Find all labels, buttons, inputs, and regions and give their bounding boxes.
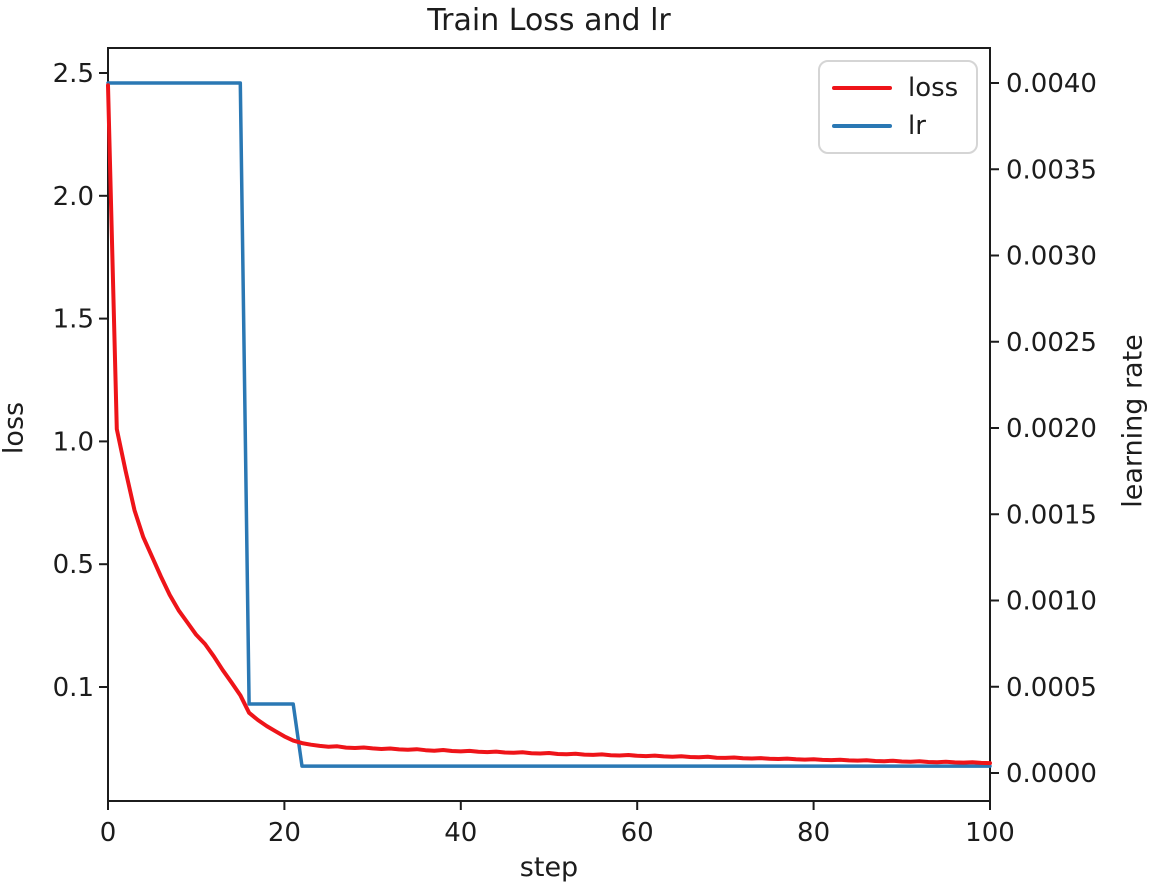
right-y-tick-label: 0.0010 [1006,587,1097,617]
right-y-tick-label: 0.0035 [1006,155,1097,185]
right-y-tick-label: 0.0030 [1006,242,1097,272]
axis-spines [107,47,991,802]
lr-line [106,81,992,768]
left-y-tick-label: 2.0 [53,182,94,212]
right-y-tick-label: 0.0025 [1006,328,1097,358]
loss-line [106,83,992,766]
loss-line-swatch [832,85,892,90]
x-tick-label: 20 [268,818,301,848]
left-y-tick-label: 1.0 [53,427,94,457]
legend-label-loss: loss [908,72,959,103]
legend: loss lr [818,60,978,154]
x-tick-label: 0 [100,818,117,848]
left-y-tick-label: 0.5 [53,550,94,580]
lr-line-swatch [832,124,892,129]
x-axis-label: step [519,852,579,883]
left-y-tick-label: 0.1 [53,673,94,703]
legend-item-loss: loss [832,75,976,101]
right-axis-label: learning rate [1117,334,1149,508]
right-y-tick-label: 0.0015 [1006,500,1097,530]
x-tick-label: 60 [621,818,654,848]
right-y-tick-label: 0.0040 [1006,69,1097,99]
chart-title: Train Loss and lr [427,3,671,38]
x-tick-label: 100 [965,818,1015,848]
right-y-tick-label: 0.0005 [1006,673,1097,703]
left-axis-label: loss [0,401,30,455]
x-tick-label: 80 [797,818,830,848]
right-y-tick-label: 0.0000 [1006,759,1097,789]
left-y-tick-label: 1.5 [53,305,94,335]
right-y-tick-label: 0.0020 [1006,414,1097,444]
x-tick-label: 40 [444,818,477,848]
left-y-tick-label: 2.5 [53,59,94,89]
legend-label-lr: lr [908,111,926,142]
legend-item-lr: lr [832,113,976,139]
